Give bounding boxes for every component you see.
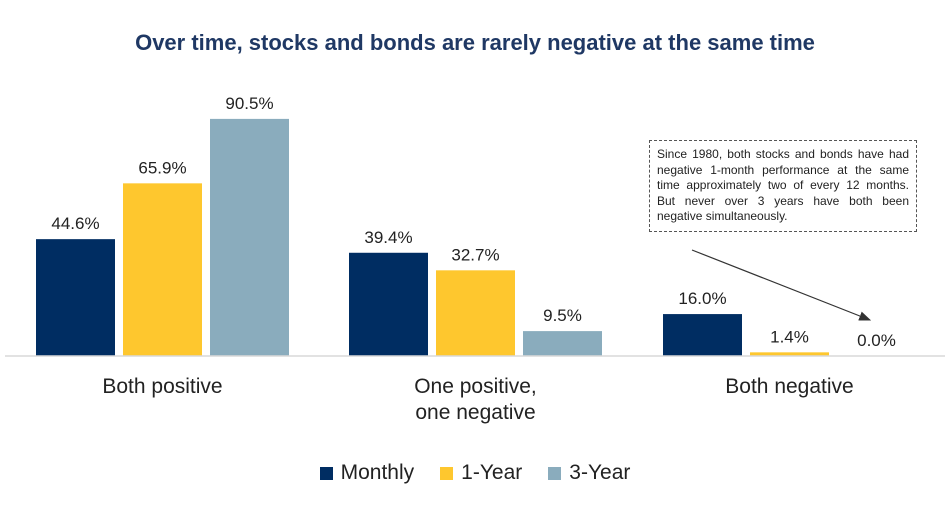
bar-monthly-3 (663, 314, 742, 356)
data-label-3-year-1: 90.5% (225, 94, 273, 113)
bar-3-year-1 (210, 118, 289, 356)
chart-title: Over time, stocks and bonds are rarely n… (135, 30, 815, 55)
bar-1-year-1 (123, 183, 202, 356)
legend-swatch-monthly (319, 466, 333, 480)
annotation-arrow (691, 249, 872, 321)
category-label-3: Both negative (725, 375, 853, 398)
data-label-monthly-1: 44.6% (51, 214, 99, 233)
bar-1-year-3 (750, 352, 829, 356)
bar-3-year-2 (523, 331, 602, 356)
data-label-1-year-1: 65.9% (138, 158, 186, 177)
bar-monthly-1 (36, 239, 115, 356)
data-label-3-year-3: 0.0% (857, 331, 896, 350)
bar-1-year-2 (436, 270, 515, 356)
data-label-1-year-2: 32.7% (451, 245, 499, 264)
data-label-1-year-3: 1.4% (770, 327, 809, 346)
legend-item-monthly: Monthly (319, 461, 415, 485)
legend-swatch-1-year (440, 466, 454, 480)
data-label-monthly-3: 16.0% (678, 289, 726, 308)
data-label-monthly-2: 39.4% (364, 228, 412, 247)
legend-label-3-year: 3-Year (569, 461, 631, 484)
category-label-2: One positive, one negative (414, 375, 537, 424)
legend-label-1-year: 1-Year (461, 461, 523, 484)
annotation-box: Since 1980, both stocks and bonds have h… (649, 140, 917, 232)
bar-monthly-2 (349, 252, 428, 356)
legend-swatch-3-year (548, 466, 562, 480)
legend-label-monthly: Monthly (340, 461, 415, 484)
legend-item-3-year: 3-Year (548, 461, 630, 485)
data-label-3-year-2: 9.5% (543, 306, 582, 325)
legend: Monthly 1-Year 3-Year (0, 461, 950, 485)
category-label-1: Both positive (102, 375, 222, 398)
legend-item-1-year: 1-Year (440, 461, 522, 485)
